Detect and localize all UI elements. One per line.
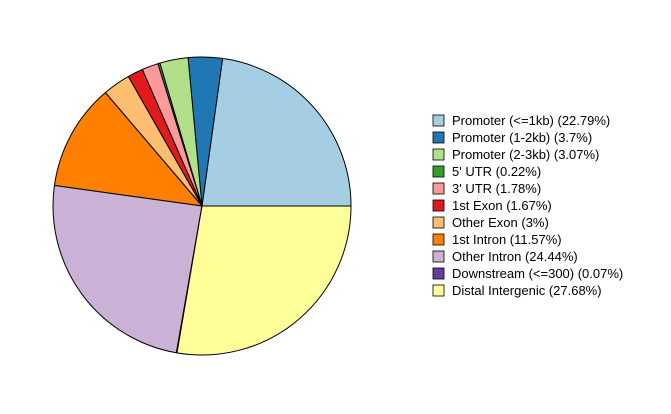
legend-swatch-5 <box>432 199 445 212</box>
legend-label-7: 1st Intron (11.57%) <box>452 232 562 247</box>
legend-label-3: 5' UTR (0.22%) <box>452 164 541 179</box>
legend: Promoter (<=1kb) (22.79%) Promoter (1-2kb… <box>432 113 623 298</box>
legend-label-5: 1st Exon (1.67%) <box>452 198 552 213</box>
legend-swatch-1 <box>432 131 445 144</box>
legend-swatch-8 <box>432 250 445 263</box>
legend-label-0: Promoter (<=1kb) (22.79%) <box>452 113 610 128</box>
pie-slices <box>52 56 352 356</box>
pie-slice-7 <box>53 92 203 207</box>
legend-swatch-6 <box>432 216 445 229</box>
legend-label-6: Other Exon (3%) <box>452 215 549 230</box>
legend-swatch-2 <box>432 148 445 161</box>
pie-slice-0 <box>201 57 352 207</box>
legend-label-1: Promoter (1-2kb) (3.7%) <box>452 130 592 145</box>
legend-label-9: Downstream (<=300) (0.07%) <box>452 266 623 281</box>
legend-label-10: Distal Intergenic (27.68%) <box>452 283 602 298</box>
legend-label-8: Other Intron (24.44%) <box>452 249 578 264</box>
legend-swatch-3 <box>432 165 445 178</box>
legend-swatch-0 <box>432 114 445 127</box>
legend-swatch-10 <box>432 284 445 297</box>
legend-label-2: Promoter (2-3kb) (3.07%) <box>452 147 599 162</box>
legend-swatch-4 <box>432 182 445 195</box>
pie-slice-10 <box>176 205 352 356</box>
legend-swatch-7 <box>432 233 445 246</box>
pie-slice-8 <box>52 185 203 354</box>
legend-swatch-9 <box>432 267 445 280</box>
legend-label-4: 3' UTR (1.78%) <box>452 181 541 196</box>
